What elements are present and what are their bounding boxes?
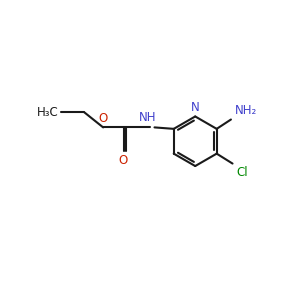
Text: H₃C: H₃C [37, 106, 58, 119]
Text: NH: NH [139, 111, 157, 124]
Text: O: O [98, 112, 108, 125]
Text: Cl: Cl [236, 166, 248, 179]
Text: N: N [191, 100, 200, 113]
Text: NH₂: NH₂ [235, 103, 258, 117]
Text: O: O [118, 154, 127, 167]
